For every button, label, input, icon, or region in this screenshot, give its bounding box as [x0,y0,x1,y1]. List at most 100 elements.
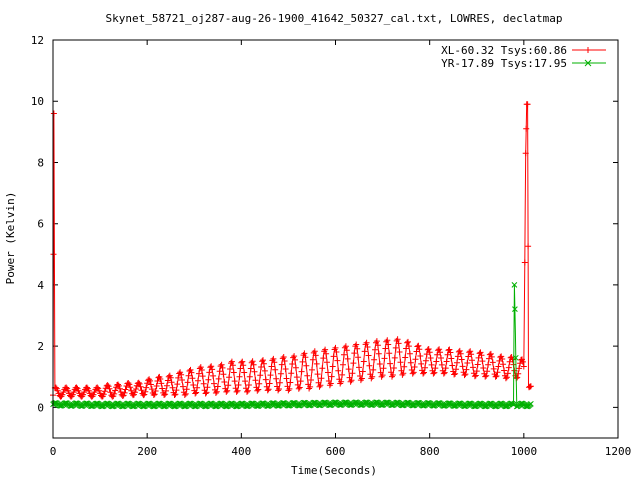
data-point [348,377,355,384]
data-point [376,361,383,367]
data-point [308,377,314,383]
data-point [175,374,182,381]
data-point [452,370,459,377]
data-point [358,402,364,409]
data-point [275,387,282,394]
data-point [147,377,153,384]
data-point [436,346,443,353]
data-point [282,366,289,372]
data-point [522,150,529,157]
y-tick-label: 10 [31,95,44,108]
data-point [226,374,233,381]
data-point [392,344,399,351]
data-point [78,403,85,410]
data-point [268,363,275,370]
data-point [240,362,247,369]
data-point [161,392,168,398]
data-point [438,361,445,368]
data-point [54,387,61,394]
data-point [142,388,149,395]
data-point [512,354,519,361]
data-point [333,349,340,355]
data-point [381,355,388,362]
data-point [437,349,443,356]
data-point [141,391,148,398]
data-point [219,364,226,371]
y-axis-label: Power (Kelvin) [4,192,17,285]
data-point [345,366,352,373]
data-point [474,361,481,368]
data-point [246,373,253,380]
data-point [127,384,134,391]
data-point [527,383,534,390]
data-point [260,357,266,364]
data-point [523,125,530,132]
data-point [355,354,362,361]
data-point [521,259,528,266]
data-point [189,375,196,382]
x-tick-label: 1200 [605,445,632,458]
data-point [265,386,272,393]
data-point [327,380,334,387]
data-point [179,377,185,383]
data-point [427,355,434,361]
data-point [288,370,295,377]
data-point [205,376,212,383]
data-point [389,372,396,378]
data-point [117,389,124,395]
data-point [234,387,241,394]
data-point [276,386,282,392]
data-point [220,371,227,378]
data-point [178,371,185,378]
data-point [283,375,290,382]
legend-label-yr: YR-17.89 Tsys:17.95 [441,57,567,70]
data-point [343,347,350,354]
data-point [524,101,531,108]
data-point [380,365,387,372]
data-point [244,388,250,395]
data-point [291,353,298,360]
data-point [164,377,171,384]
data-point [180,383,186,390]
data-point [193,389,200,396]
data-point [237,365,244,372]
data-point [472,372,479,379]
data-point [314,371,321,378]
data-point [330,353,337,360]
data-point [286,385,293,392]
data-point [500,361,507,368]
data-point [107,389,114,396]
data-point [116,385,123,392]
x-tick-label: 400 [231,445,251,458]
data-point [187,366,194,373]
data-point [251,368,258,375]
data-point [138,387,145,394]
data-point [468,351,475,358]
data-point [235,382,242,388]
data-point [255,386,262,393]
data-point [128,387,135,394]
data-point [200,380,207,387]
data-point [287,379,294,386]
legend-label-xl: XL-60.32 Tsys:60.86 [441,44,567,57]
data-point [167,374,174,381]
data-point [192,390,199,397]
data-point [161,403,167,410]
data-point [409,402,416,409]
data-point [385,341,392,348]
data-point [373,338,380,345]
data-point [487,350,494,357]
data-point [152,388,159,394]
data-point [258,364,265,370]
data-point [197,364,204,371]
data-point [126,381,133,388]
data-point [210,372,217,379]
data-point [249,358,256,365]
data-point [512,306,518,312]
data-point [198,367,205,373]
data-point [298,368,305,375]
data-point [379,372,386,379]
data-point [484,368,491,375]
data-point [277,370,284,377]
